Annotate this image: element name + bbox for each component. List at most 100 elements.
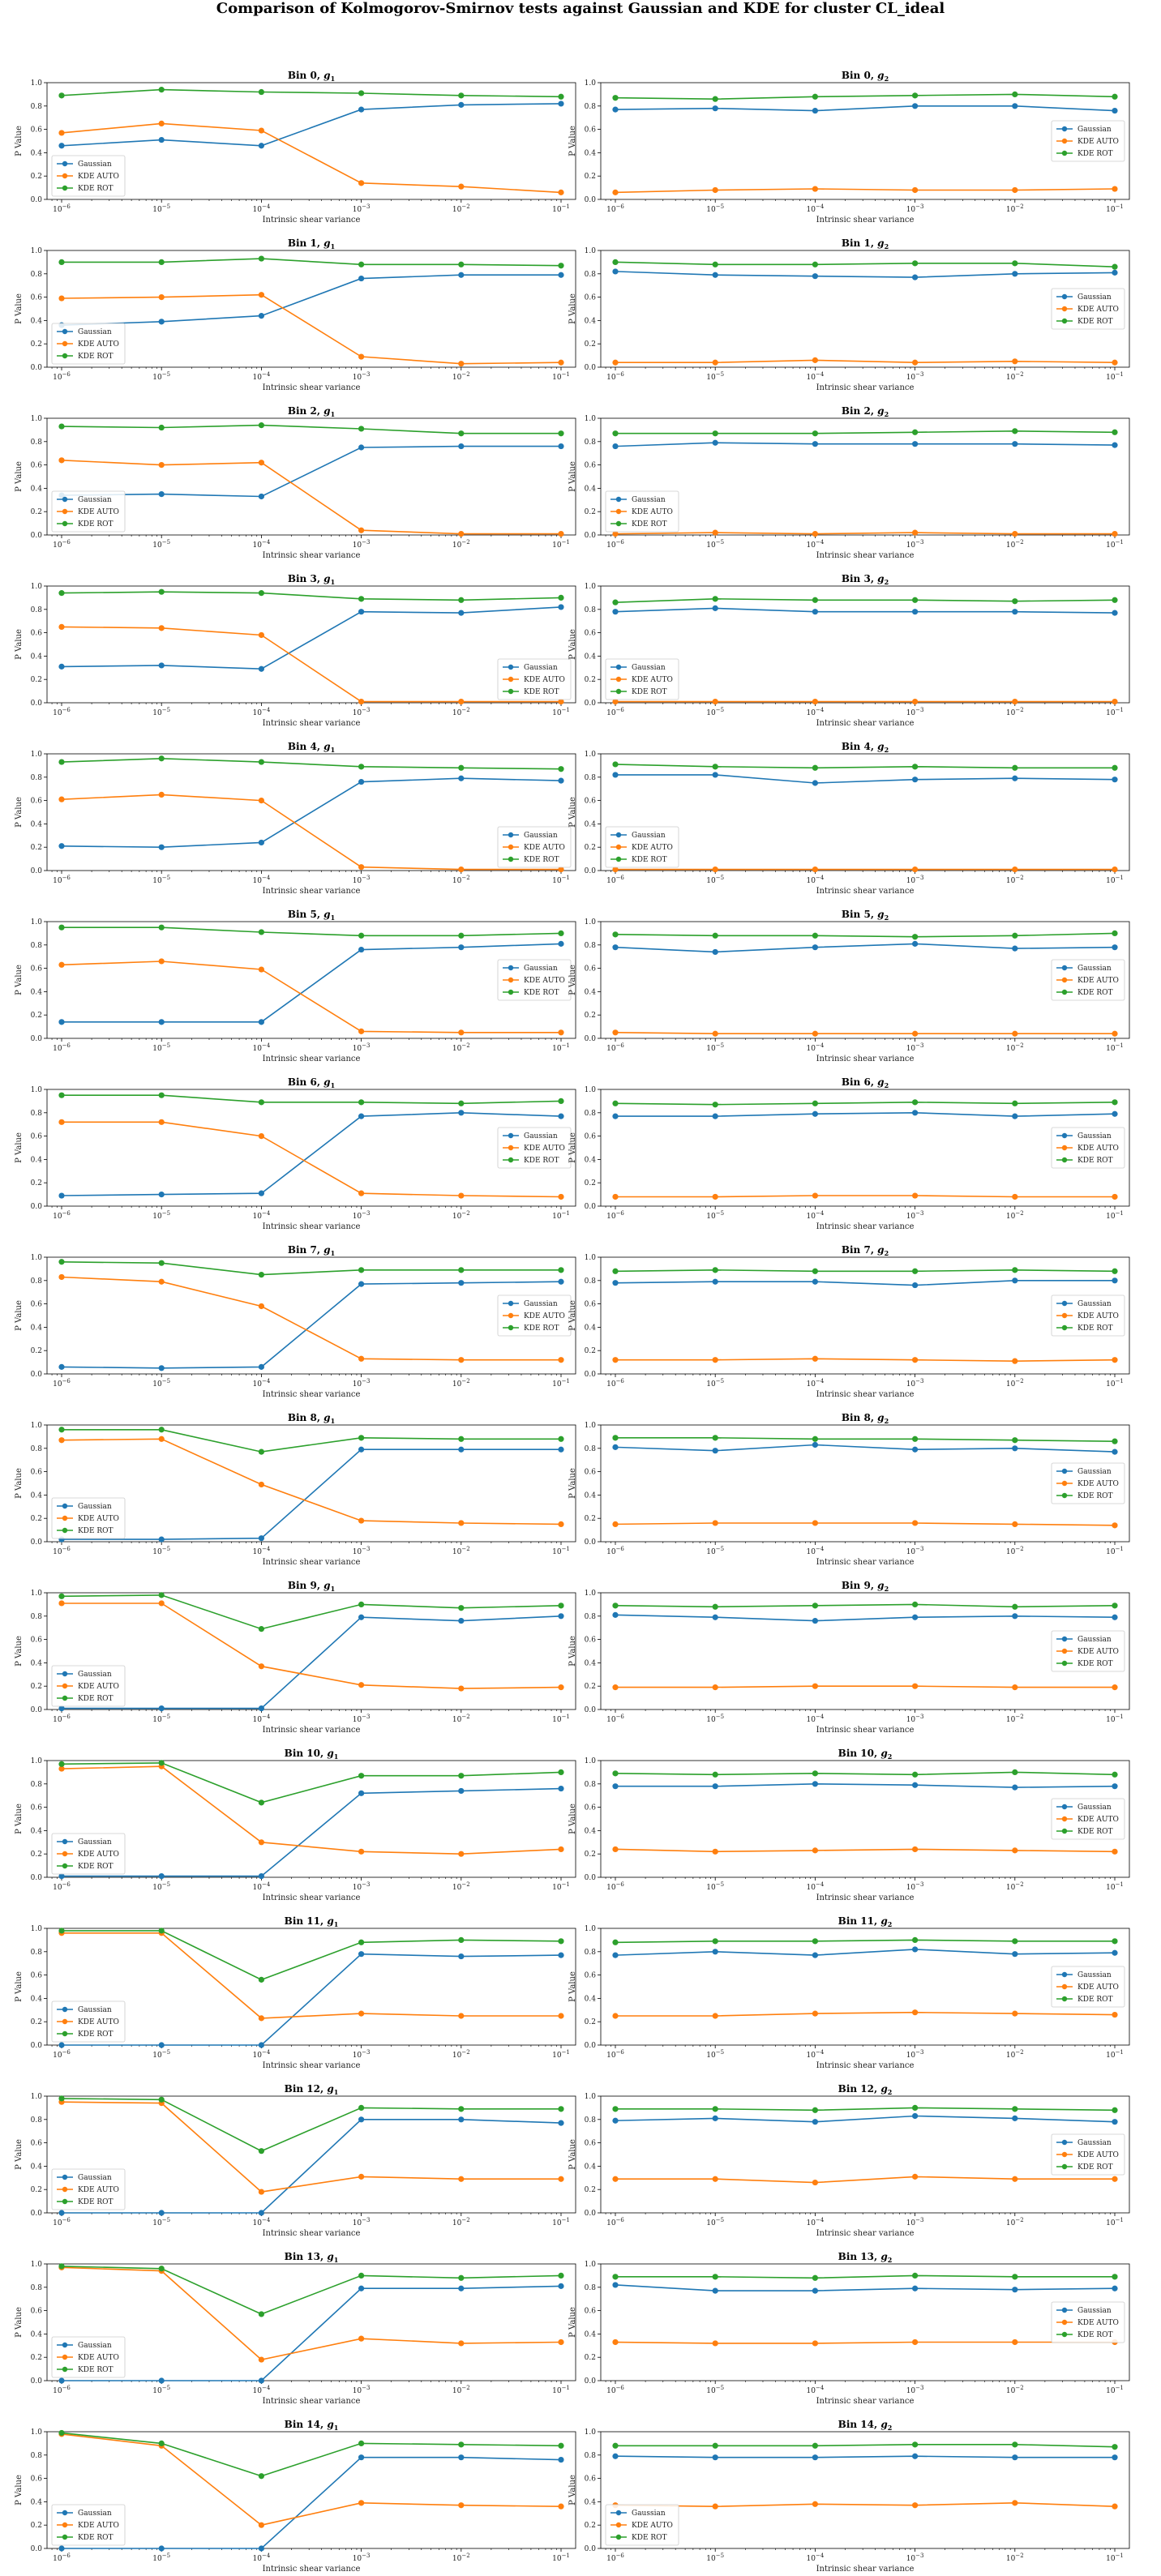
- x-tick-label: 10−5: [152, 707, 170, 717]
- data-point-kde-rot: [158, 259, 165, 265]
- y-tick-label: 0.8: [585, 1949, 597, 1957]
- data-point-kde-rot: [712, 764, 718, 770]
- legend: Gaussian KDE AUTO KDE ROT: [1051, 1462, 1125, 1504]
- series-line-kde-auto: [615, 188, 1116, 194]
- data-point-kde-rot: [558, 430, 564, 437]
- x-tick-label: 10−6: [53, 539, 71, 550]
- x-axis-label: Intrinsic shear variance: [263, 1055, 361, 1063]
- x-tick-label: 10−6: [53, 1881, 71, 1892]
- data-point-gaussian: [712, 2287, 718, 2294]
- legend-entry: KDE ROT: [78, 353, 114, 361]
- legend-marker: [1061, 1300, 1068, 1307]
- y-tick-label: 0.4: [585, 149, 597, 157]
- data-point-kde-rot: [58, 924, 65, 931]
- legend-marker: [615, 856, 622, 862]
- data-point-kde-rot: [1112, 1603, 1118, 1609]
- x-tick-label: 10−5: [152, 1378, 170, 1389]
- data-point-kde-auto: [1012, 2010, 1018, 2017]
- y-tick-label: 0.8: [31, 1949, 43, 1957]
- data-point-gaussian: [712, 772, 718, 778]
- y-tick-label: 0.6: [585, 1637, 597, 1645]
- data-point-kde-auto: [1112, 186, 1118, 192]
- subplot-8: Bin 4, g1 0.0 0.2 0.4 0.6 0.8 1.0 10−6 10−5 10−4 1…: [15, 741, 576, 896]
- legend-entry: KDE AUTO: [78, 2522, 119, 2530]
- axes-frame: [46, 250, 576, 368]
- legend-marker: [1061, 2307, 1068, 2313]
- y-tick-label: 0.8: [31, 774, 43, 782]
- subplot-20: Bin 10, g1 0.0 0.2 0.4 0.6 0.8 1.0 10−6 10−5 10−4…: [15, 1748, 576, 1902]
- data-point-gaussian: [358, 2285, 365, 2291]
- axes-frame: [600, 2095, 1130, 2214]
- data-point-gaussian: [1112, 1614, 1118, 1620]
- legend-marker: [508, 1312, 514, 1319]
- y-axis-label: P Value: [568, 461, 577, 492]
- data-point-gaussian: [358, 2454, 365, 2461]
- y-tick-label: 0.2: [585, 844, 596, 852]
- x-tick-label: 10−4: [807, 2385, 825, 2395]
- legend-entry: KDE AUTO: [78, 2018, 119, 2026]
- data-point-kde-rot: [358, 764, 365, 770]
- x-tick-label: 10−2: [452, 1881, 470, 1892]
- subplot-23: Bin 11, g2 0.0 0.2 0.4 0.6 0.8 1.0 10−6 10−5 10−4…: [568, 1915, 1130, 2070]
- y-axis-label: P Value: [15, 965, 24, 995]
- x-axis-label: Intrinsic shear variance: [816, 551, 915, 560]
- legend-entry: KDE AUTO: [78, 1515, 119, 1523]
- x-tick-label: 10−1: [552, 1378, 570, 1389]
- data-point-kde-auto: [358, 1355, 365, 1362]
- legend-marker: [508, 856, 514, 862]
- data-point-kde-auto: [458, 1851, 465, 1857]
- x-tick-label: 10−3: [906, 1210, 924, 1221]
- legend-marker: [62, 1838, 68, 1845]
- y-axis-label: P Value: [15, 1636, 24, 1667]
- x-tick-label: 10−3: [353, 875, 371, 885]
- series-line-kde-auto: [61, 961, 561, 1033]
- subplot-title: Bin 6, g2: [842, 1076, 889, 1089]
- y-tick-label: 0.4: [585, 2330, 597, 2339]
- series-line-kde-rot: [615, 2444, 1116, 2448]
- series-line-kde-rot: [615, 764, 1115, 769]
- data-point-kde-auto: [712, 698, 718, 705]
- subplot-title: Bin 7, g1: [288, 1244, 335, 1257]
- legend-marker: [508, 1300, 514, 1307]
- y-tick-label: 0.8: [585, 2284, 597, 2292]
- legend-marker: [62, 496, 68, 503]
- y-tick-label: 0.6: [585, 2308, 597, 2316]
- data-point-kde-auto: [1112, 1357, 1118, 1363]
- data-point-kde-auto: [458, 1029, 465, 1036]
- subplot-title: Bin 2, g1: [288, 405, 335, 418]
- x-tick-label: 10−3: [906, 875, 924, 885]
- series-line-kde-rot: [61, 1594, 562, 1630]
- data-point-kde-auto: [58, 623, 65, 631]
- y-axis-label: P Value: [15, 797, 24, 828]
- data-point-gaussian: [558, 443, 564, 450]
- series-line-gaussian: [62, 1787, 562, 1877]
- y-tick-label: 0.4: [585, 1491, 597, 1500]
- legend: Gaussian KDE AUTO KDE ROT: [51, 1833, 126, 1875]
- data-point-gaussian: [558, 1952, 564, 1958]
- data-point-gaussian: [712, 1783, 718, 1790]
- data-point-kde-auto: [358, 1682, 365, 1688]
- y-tick-label: 0.2: [31, 676, 42, 684]
- data-point-kde-auto: [458, 1520, 465, 1526]
- data-point-kde-rot: [458, 1773, 465, 1779]
- series-line-gaussian: [62, 1953, 562, 2046]
- data-point-kde-rot: [1112, 1938, 1118, 1945]
- y-axis-label: P Value: [568, 1636, 577, 1667]
- series-line-kde-auto: [615, 2176, 1115, 2184]
- y-tick-label: 0.4: [31, 485, 43, 493]
- data-point-kde-rot: [458, 92, 465, 99]
- data-point-kde-rot: [912, 1601, 919, 1607]
- y-tick-label: 0.8: [585, 271, 597, 279]
- y-tick-label: 0.4: [31, 1324, 43, 1332]
- y-tick-label: 0.4: [585, 988, 597, 996]
- legend: Gaussian KDE AUTO KDE ROT: [1051, 1798, 1125, 1840]
- legend: Gaussian KDE AUTO KDE ROT: [51, 1497, 126, 1539]
- x-tick-label: 10−5: [706, 2049, 724, 2060]
- data-point-kde-rot: [1012, 1100, 1018, 1106]
- y-tick-label: 0.0: [585, 1874, 597, 1882]
- x-tick-label: 10−2: [1006, 539, 1024, 550]
- data-point-gaussian: [612, 944, 619, 951]
- series-line-kde-auto: [615, 2011, 1116, 2017]
- legend-marker: [1061, 1804, 1068, 1810]
- y-tick-label: 1.0: [31, 1422, 43, 1430]
